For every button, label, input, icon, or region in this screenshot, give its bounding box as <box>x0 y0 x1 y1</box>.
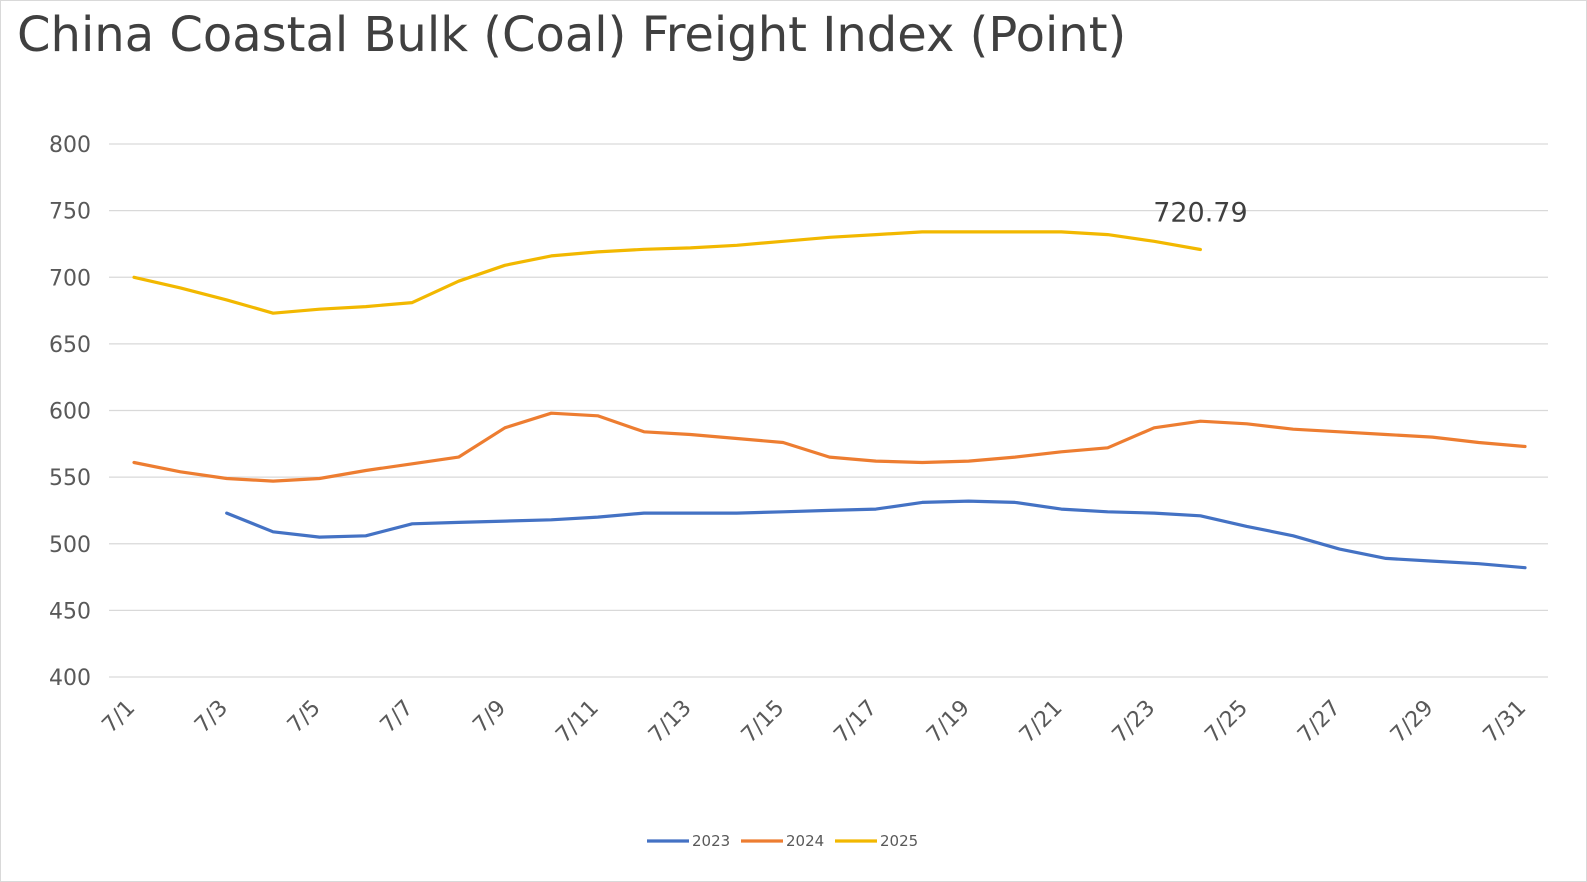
x-tick-label: 7/9 <box>468 696 511 739</box>
x-axis-ticks: 7/1 7/3 7/5 7/7 7/9 7/11 7/13 7/15 7/17 7/19 7/21 7… <box>98 696 1532 749</box>
x-tick-label: 7/1 <box>98 696 141 739</box>
series-lines <box>132 230 1527 570</box>
data-label: 720.79 <box>1153 198 1247 229</box>
legend[interactable]: 2023 2024 2025 <box>647 832 918 850</box>
y-tick-label: 700 <box>49 266 91 291</box>
y-tick-label: 400 <box>49 666 91 691</box>
y-tick-label: 650 <box>49 333 91 358</box>
y-tick-label: 750 <box>49 200 91 225</box>
y-axis-ticks: 800 750 700 650 600 550 500 450 400 <box>49 133 91 691</box>
x-tick-label: 7/15 <box>737 696 790 749</box>
y-tick-label: 600 <box>49 400 91 425</box>
legend-label-2025[interactable]: 2025 <box>880 832 918 850</box>
y-tick-label: 550 <box>49 466 91 491</box>
x-tick-label: 7/3 <box>190 696 233 739</box>
x-tick-label: 7/29 <box>1386 696 1439 749</box>
x-tick-label: 7/17 <box>829 696 882 749</box>
x-tick-label: 7/27 <box>1293 696 1346 749</box>
x-tick-label: 7/31 <box>1479 696 1532 749</box>
annotations: 720.79 <box>1153 198 1247 229</box>
chart-title: China Coastal Bulk (Coal) Freight Index … <box>17 7 1127 63</box>
series-line-2025 <box>132 230 1202 315</box>
x-tick-label: 7/23 <box>1108 696 1161 749</box>
x-tick-label: 7/5 <box>283 696 326 739</box>
series-line-2024 <box>132 411 1527 483</box>
x-tick-label: 7/7 <box>376 696 419 739</box>
y-tick-label: 800 <box>49 133 91 158</box>
legend-label-2023[interactable]: 2023 <box>692 832 730 850</box>
x-tick-label: 7/19 <box>922 696 975 749</box>
x-tick-label: 7/25 <box>1200 696 1253 749</box>
x-tick-label: 7/11 <box>551 696 604 749</box>
x-tick-label: 7/13 <box>644 696 697 749</box>
y-tick-label: 450 <box>49 599 91 624</box>
x-tick-label: 7/21 <box>1015 696 1068 749</box>
y-tick-label: 500 <box>49 533 91 558</box>
series-line-2023 <box>225 499 1527 570</box>
legend-label-2024[interactable]: 2024 <box>786 832 824 850</box>
gridlines <box>109 143 1548 678</box>
